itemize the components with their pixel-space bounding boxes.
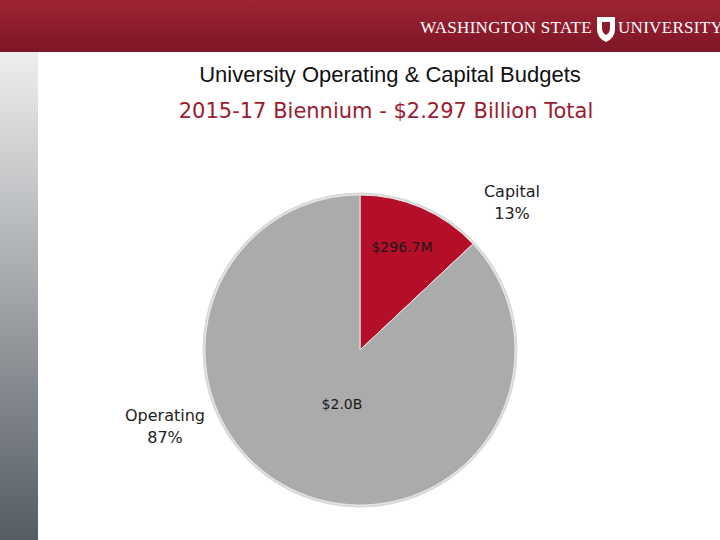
slide: WASHINGTON STATE UNIVERSITY University Ope… <box>0 0 720 540</box>
slice-percent-label: 87% <box>147 428 183 447</box>
brand-shield <box>597 17 615 42</box>
sidebar <box>0 52 38 540</box>
brand-text: UNIVERSITY <box>618 18 720 37</box>
slice-amount-label: $2.0B <box>322 396 363 412</box>
pie-rim <box>204 194 517 507</box>
pie-slice <box>205 195 515 505</box>
header-bar <box>0 0 720 52</box>
slice-percent-label: 13% <box>494 204 530 223</box>
slice-category-label: Operating <box>125 406 205 425</box>
pie <box>204 194 517 507</box>
slice-category-label: Capital <box>484 182 540 201</box>
brand-shield-inner <box>602 22 610 35</box>
title: University Operating & Capital Budgets <box>199 62 581 87</box>
subtitle: 2015-17 Biennium - $2.297 Billion Total <box>179 99 594 123</box>
background <box>0 0 720 540</box>
brand-text: WASHINGTON STATE <box>420 18 592 37</box>
slice-amount-label: $296.7M <box>371 239 432 255</box>
